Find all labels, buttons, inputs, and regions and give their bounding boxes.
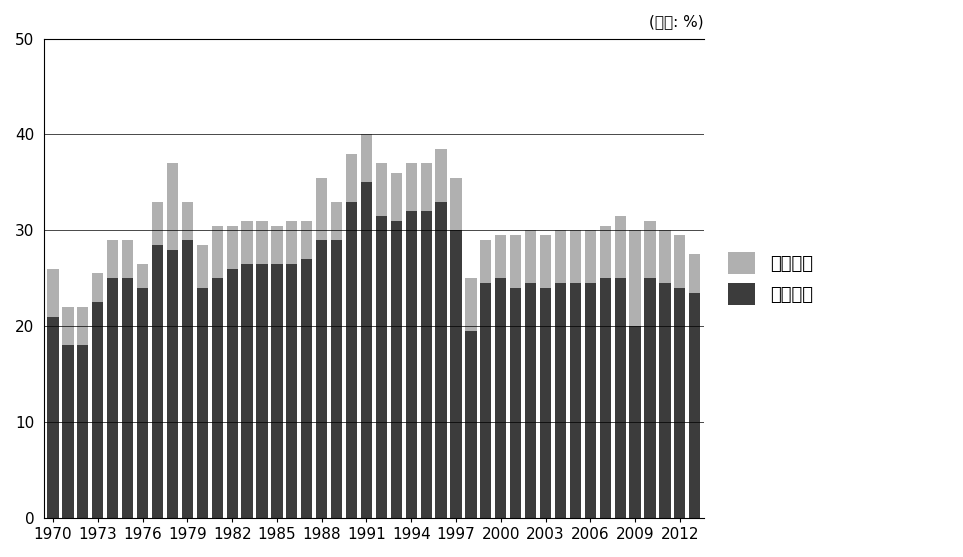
Bar <box>301 259 312 518</box>
Bar <box>167 250 178 518</box>
Bar <box>405 163 417 211</box>
Bar <box>481 283 491 518</box>
Bar <box>286 264 298 518</box>
Bar <box>196 245 208 288</box>
Bar <box>256 221 268 264</box>
Bar <box>495 278 507 518</box>
Bar <box>510 288 521 518</box>
Bar <box>47 268 59 316</box>
Bar <box>510 235 521 288</box>
Bar <box>331 240 342 518</box>
Bar <box>77 307 89 345</box>
Bar <box>481 240 491 283</box>
Bar <box>540 235 551 288</box>
Bar <box>212 226 222 278</box>
Bar <box>465 331 477 518</box>
Bar <box>182 202 193 240</box>
Bar <box>585 283 596 518</box>
Bar <box>272 264 282 518</box>
Bar <box>196 288 208 518</box>
Bar <box>361 182 372 518</box>
Bar <box>421 163 431 211</box>
Bar <box>242 264 252 518</box>
Bar <box>167 163 178 250</box>
Bar <box>540 288 551 518</box>
Bar <box>242 221 252 264</box>
Bar <box>346 154 357 202</box>
Bar <box>421 211 431 518</box>
Bar <box>63 307 73 345</box>
Bar <box>63 345 73 518</box>
Bar <box>405 211 417 518</box>
Bar <box>376 216 387 518</box>
Bar <box>465 278 477 331</box>
Text: (단위: %): (단위: %) <box>649 14 704 29</box>
Bar <box>600 278 611 518</box>
Bar <box>600 226 611 278</box>
Bar <box>451 231 461 518</box>
Bar <box>316 178 327 240</box>
Bar <box>644 221 656 278</box>
Bar <box>361 134 372 182</box>
Bar <box>107 278 118 518</box>
Bar <box>674 288 686 518</box>
Bar <box>122 278 133 518</box>
Bar <box>152 202 163 245</box>
Bar <box>331 202 342 240</box>
Bar <box>614 216 626 278</box>
Bar <box>346 202 357 518</box>
Bar <box>690 292 700 518</box>
Bar <box>286 221 298 264</box>
Bar <box>226 226 238 268</box>
Bar <box>660 283 670 518</box>
Bar <box>226 268 238 518</box>
Bar <box>570 283 581 518</box>
Bar <box>674 235 686 288</box>
Legend: 정부투자, 민간투자: 정부투자, 민간투자 <box>719 243 822 314</box>
Bar <box>92 302 103 518</box>
Bar <box>122 240 133 278</box>
Bar <box>435 202 447 518</box>
Bar <box>301 221 312 259</box>
Bar <box>182 240 193 518</box>
Bar <box>256 264 268 518</box>
Bar <box>644 278 656 518</box>
Bar <box>555 231 566 283</box>
Bar <box>92 273 103 302</box>
Bar <box>451 178 461 231</box>
Bar <box>495 235 507 278</box>
Bar <box>47 316 59 518</box>
Bar <box>525 283 536 518</box>
Bar <box>435 149 447 202</box>
Bar <box>376 163 387 216</box>
Bar <box>212 278 222 518</box>
Bar <box>272 226 282 264</box>
Bar <box>77 345 89 518</box>
Bar <box>137 288 148 518</box>
Bar <box>525 231 536 283</box>
Bar <box>316 240 327 518</box>
Bar <box>152 245 163 518</box>
Bar <box>391 221 402 518</box>
Bar <box>614 278 626 518</box>
Bar <box>137 264 148 288</box>
Bar <box>630 231 640 326</box>
Bar <box>107 240 118 278</box>
Bar <box>690 255 700 292</box>
Bar <box>391 173 402 221</box>
Bar <box>555 283 566 518</box>
Bar <box>585 231 596 283</box>
Bar <box>630 326 640 518</box>
Bar <box>570 231 581 283</box>
Bar <box>660 231 670 283</box>
